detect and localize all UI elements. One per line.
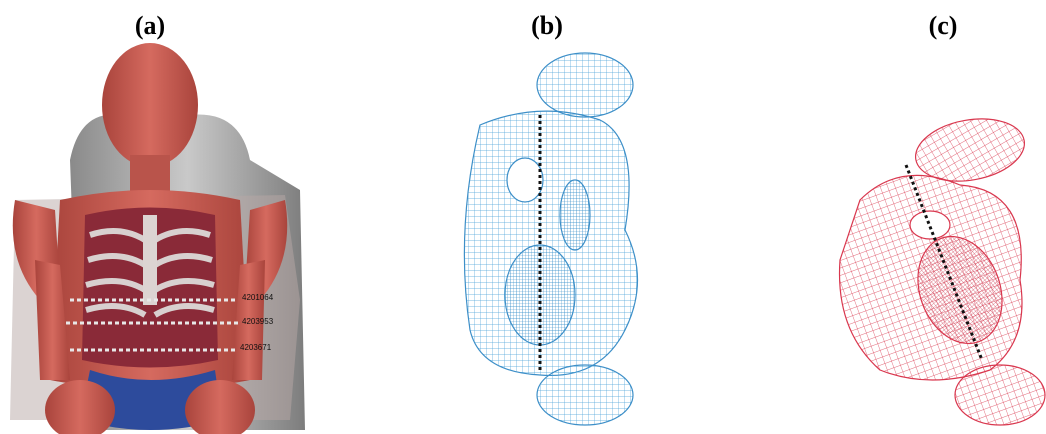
node-label: 4201064 xyxy=(242,293,274,302)
figure: (a) (b) (c) 4201064 4203953 4203671 xyxy=(0,0,1046,434)
red-mesh xyxy=(840,111,1046,425)
blue-mesh xyxy=(464,53,637,425)
panel-label: (a) xyxy=(135,11,165,40)
node-label: 4203671 xyxy=(240,343,272,352)
node-label: 4203953 xyxy=(242,317,274,326)
panel-label: (c) xyxy=(929,11,958,40)
dummy-model: 4201064 4203953 4203671 xyxy=(10,43,305,434)
panel-label: (b) xyxy=(531,11,563,40)
